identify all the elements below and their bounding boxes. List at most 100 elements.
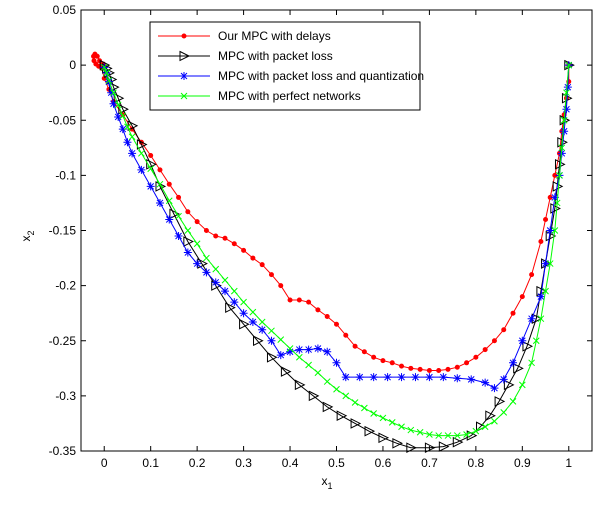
data-point — [183, 248, 192, 257]
legend-item: MPC with packet loss — [158, 49, 333, 63]
data-point — [439, 373, 448, 382]
data-point — [169, 208, 181, 220]
data-point — [324, 313, 330, 319]
data-point — [389, 360, 395, 366]
data-point — [185, 209, 191, 215]
data-point — [109, 81, 120, 93]
data-point — [500, 409, 508, 416]
data-point — [203, 254, 210, 262]
data-point — [397, 373, 406, 382]
data-point — [426, 368, 432, 374]
data-point — [563, 83, 572, 92]
data-point — [155, 198, 164, 207]
data-point — [383, 373, 392, 382]
data-point — [543, 216, 549, 222]
data-point — [184, 227, 192, 234]
data-point — [472, 427, 480, 435]
data-point — [294, 379, 306, 391]
svg-text:x1: x1 — [321, 474, 332, 491]
x-axis-label-main: x — [321, 474, 327, 488]
y-tick-label: 0.05 — [53, 3, 77, 17]
legend-items: Our MPC with delays MPC with packet loss M… — [158, 29, 424, 103]
data-point — [308, 390, 320, 402]
data-point — [239, 318, 250, 330]
data-point — [527, 314, 536, 323]
y-tick-label: -0.3 — [55, 389, 76, 403]
data-point — [175, 212, 182, 220]
data-point — [123, 138, 132, 147]
y-tick-label: -0.25 — [49, 334, 77, 348]
data-point — [286, 345, 294, 352]
legend-item: MPC with perfect networks — [158, 89, 361, 103]
data-point — [322, 401, 334, 413]
data-point — [268, 327, 275, 335]
data-point — [128, 133, 136, 141]
data-point — [165, 197, 173, 205]
legend-item: Our MPC with delays — [158, 29, 331, 43]
data-point — [436, 368, 442, 374]
data-point — [491, 338, 497, 344]
data-point — [103, 69, 110, 77]
data-point — [532, 337, 540, 345]
data-point — [351, 399, 359, 406]
data-point — [222, 235, 228, 241]
data-point — [241, 247, 247, 253]
data-point — [444, 432, 452, 439]
data-point — [416, 428, 424, 436]
data-point — [538, 239, 544, 245]
data-point — [369, 373, 378, 382]
data-point — [424, 442, 436, 454]
legend-swatch-marker — [179, 50, 191, 62]
y-tick-label: -0.05 — [49, 113, 77, 127]
data-point — [398, 423, 405, 431]
x-tick-label: 0.8 — [468, 456, 485, 470]
data-point — [136, 139, 148, 150]
x-tick-label: 0.2 — [189, 456, 206, 470]
data-point — [417, 366, 423, 372]
y-tick-label: -0.35 — [49, 444, 77, 458]
data-point — [295, 353, 303, 361]
series-line — [103, 65, 570, 437]
data-point — [350, 418, 362, 429]
data-point — [304, 345, 313, 354]
svg-text:x2: x2 — [19, 230, 36, 241]
data-point — [249, 308, 257, 316]
data-point — [343, 332, 349, 338]
data-point — [91, 53, 97, 59]
data-point — [490, 384, 499, 393]
data-point — [147, 165, 155, 173]
data-point — [107, 88, 116, 97]
data-point — [323, 347, 332, 356]
data-point — [407, 426, 415, 434]
data-point — [119, 112, 127, 120]
y-tick-label: -0.2 — [55, 279, 76, 293]
data-point — [518, 381, 526, 389]
data-point — [156, 180, 164, 188]
data-point — [378, 432, 390, 444]
data-point — [230, 287, 238, 295]
data-point — [137, 165, 146, 174]
data-point — [355, 373, 364, 382]
data-point — [268, 272, 274, 278]
data-point — [518, 336, 527, 345]
data-point — [314, 369, 322, 377]
legend-swatch-marker — [180, 72, 188, 80]
data-point — [148, 153, 154, 159]
data-point — [230, 298, 239, 307]
data-point — [334, 321, 339, 327]
data-point — [546, 226, 555, 235]
data-point — [128, 149, 137, 158]
data-point — [221, 276, 229, 284]
series-2 — [100, 61, 573, 393]
data-point — [467, 375, 476, 384]
x-tick-label: 0.3 — [235, 456, 252, 470]
data-point — [138, 149, 145, 157]
legend-label: MPC with perfect networks — [218, 89, 361, 103]
x-tick-label: 0.4 — [282, 456, 299, 470]
y-axis-label-main: x — [19, 236, 33, 242]
data-point — [166, 181, 172, 187]
data-point — [435, 432, 443, 439]
data-point — [361, 349, 367, 355]
data-point — [463, 431, 470, 438]
data-point — [165, 215, 174, 224]
